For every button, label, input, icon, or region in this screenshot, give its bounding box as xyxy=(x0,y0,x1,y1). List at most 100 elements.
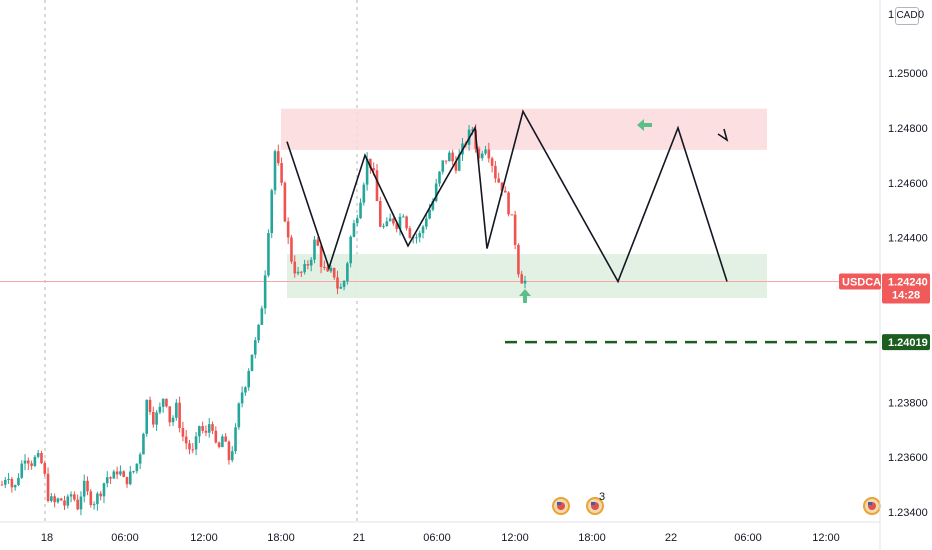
candle xyxy=(510,214,514,216)
candle xyxy=(152,406,155,428)
candle xyxy=(201,421,204,434)
price-tick-label: 1.25000 xyxy=(888,68,928,80)
candle xyxy=(503,186,507,193)
price-tick-label: 1.24600 xyxy=(888,178,928,190)
resistance-zone[interactable] xyxy=(281,108,767,150)
candle xyxy=(490,156,494,173)
candle xyxy=(237,402,241,430)
candle xyxy=(3,476,7,489)
support-zone[interactable] xyxy=(287,254,767,298)
candle xyxy=(221,434,224,448)
candle xyxy=(306,260,310,270)
candle xyxy=(352,219,356,238)
currency-selector[interactable]: CAD xyxy=(895,7,919,25)
candle xyxy=(425,214,428,230)
price-tick-label: 1.24400 xyxy=(888,233,928,245)
candle xyxy=(40,450,43,465)
candle xyxy=(50,493,53,503)
candle xyxy=(497,172,500,184)
projection-path[interactable] xyxy=(286,109,728,284)
candle xyxy=(73,491,76,502)
candle xyxy=(46,467,50,503)
time-tick-label: 21 xyxy=(353,532,365,544)
candle xyxy=(96,491,99,511)
event-count-label: 3 xyxy=(599,491,605,503)
candle xyxy=(161,398,165,413)
candle xyxy=(267,229,270,278)
candle xyxy=(359,198,362,219)
candle xyxy=(408,226,412,239)
candle xyxy=(135,463,139,474)
candle xyxy=(415,233,418,244)
candle xyxy=(244,386,247,396)
candle xyxy=(434,178,438,203)
time-tick-label: 18 xyxy=(41,532,53,544)
candle xyxy=(214,426,218,444)
candle xyxy=(217,441,221,449)
candle xyxy=(480,150,484,161)
candle xyxy=(260,305,264,326)
candle xyxy=(454,155,458,174)
candle xyxy=(362,182,366,206)
candle xyxy=(63,495,66,511)
candle xyxy=(125,476,129,488)
candle xyxy=(69,491,73,503)
candle xyxy=(227,440,231,465)
candle xyxy=(33,454,37,468)
candle xyxy=(277,144,280,166)
candle xyxy=(441,160,445,175)
candle xyxy=(191,443,195,454)
candle xyxy=(17,473,20,487)
candle xyxy=(319,242,323,274)
us-event-icon[interactable] xyxy=(586,497,604,515)
candle xyxy=(405,215,408,231)
candle xyxy=(204,425,208,437)
us-event-icon[interactable] xyxy=(863,497,881,515)
candle xyxy=(171,415,175,426)
up-arrow-icon xyxy=(519,289,531,303)
corner-digit-right: 0 xyxy=(918,9,925,21)
price-tick-label: 1.23600 xyxy=(888,452,928,464)
candle xyxy=(115,466,119,480)
candle xyxy=(303,259,306,275)
candle xyxy=(316,236,320,247)
candle xyxy=(388,213,392,222)
candle xyxy=(7,472,10,485)
candle xyxy=(230,446,234,463)
candle xyxy=(523,275,527,289)
left-arrow-icon xyxy=(637,119,652,131)
time-tick-label: 06:00 xyxy=(423,532,451,544)
candle xyxy=(99,491,102,501)
candle xyxy=(234,423,237,454)
candle xyxy=(520,270,524,284)
candle xyxy=(165,398,168,408)
candle xyxy=(448,150,451,162)
target-price-badge: 1.24019 xyxy=(882,334,930,351)
candle xyxy=(158,402,162,415)
candle xyxy=(250,354,254,372)
candle xyxy=(142,432,145,455)
candle xyxy=(224,432,227,442)
symbol-label: USDCAD xyxy=(842,277,889,289)
time-tick-label: 12:00 xyxy=(812,532,840,544)
candle xyxy=(336,270,339,295)
time-axis[interactable]: 18 06:00 12:00 18:00 21 06:00 12:00 18:00 22 06:0… xyxy=(41,532,840,544)
corner-digit-left: 1 xyxy=(888,9,895,21)
candle xyxy=(86,476,89,496)
candle xyxy=(438,171,441,187)
candle xyxy=(138,452,142,470)
candle xyxy=(132,470,135,474)
candle xyxy=(300,270,303,278)
time-tick-label: 06:00 xyxy=(734,532,762,544)
candle xyxy=(270,188,274,239)
time-tick-label: 22 xyxy=(665,532,677,544)
candle xyxy=(119,465,122,477)
candle xyxy=(20,460,24,480)
us-event-icon[interactable] xyxy=(552,497,570,515)
candle xyxy=(82,474,86,503)
candle xyxy=(507,191,510,217)
candle xyxy=(105,471,109,488)
price-axis[interactable]: 1.25000 1.24800 1.24600 1.24400 1.23800 1.236… xyxy=(888,68,928,519)
candle xyxy=(181,421,185,442)
